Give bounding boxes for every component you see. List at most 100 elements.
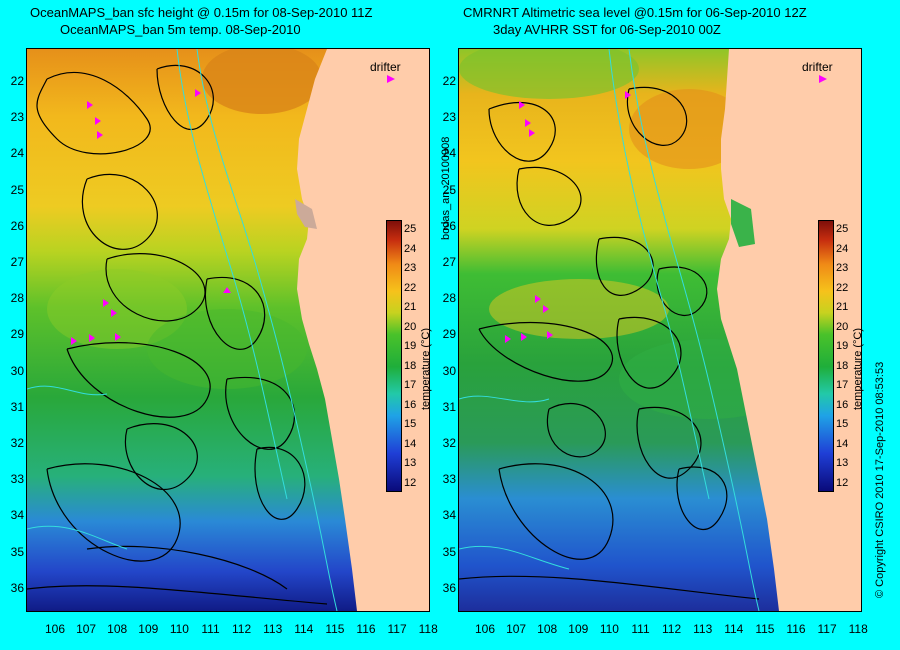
lat-tick-label: 25 (442, 182, 456, 197)
lat-tick-label: 23 (442, 110, 456, 125)
lon-tick-label: 111 (631, 622, 650, 636)
colorbar-tick-label: 22 (404, 281, 417, 294)
drifter-label-left: drifter (370, 60, 401, 74)
lat-tick-label: 29 (10, 327, 24, 342)
colorbar-left (386, 220, 402, 492)
lon-tick-label: 108 (537, 622, 558, 636)
lat-tick-label: 27 (442, 255, 456, 269)
lat-tick-label: 24 (10, 146, 24, 161)
colorbar-tick-label: 20 (404, 320, 417, 333)
lon-tick-label: 117 (817, 622, 837, 636)
colorbar-tick-label: 13 (836, 457, 849, 470)
lat-tick-label: 36 (10, 580, 24, 595)
colorbar-right (818, 220, 834, 492)
lon-tick-label: 107 (76, 622, 97, 636)
lat-tick-label: 24 (442, 146, 456, 161)
colorbar-tick-label: 19 (836, 340, 849, 353)
drifter-label-right: drifter (802, 60, 833, 74)
colorbar-tick-label: 12 (404, 477, 417, 489)
lon-tick-label: 118 (418, 622, 438, 636)
colorbar-tick-label: 18 (836, 359, 849, 372)
colorbar-tick-label: 20 (836, 320, 849, 333)
lat-tick-label: 22 (10, 74, 24, 88)
colorbar-tick-label: 14 (404, 437, 417, 450)
colorbar-title-left: temperature (°C) (420, 327, 432, 410)
right-title-line1: CMRNRT Altimetric sea level @0.15m for 0… (463, 5, 807, 20)
lon-tick-label: 108 (107, 622, 128, 636)
colorbar-tick-label: 17 (836, 379, 849, 392)
colorbar-tick-label: 19 (404, 340, 417, 353)
lat-tick-label: 23 (10, 110, 24, 125)
lon-tick-label: 116 (786, 622, 806, 636)
left-map-svg (27, 49, 429, 611)
lat-tick-label: 30 (10, 363, 24, 378)
lat-tick-label: 27 (10, 255, 24, 269)
lat-tick-label: 28 (10, 291, 24, 306)
lat-tick-label: 35 (442, 544, 456, 559)
lon-tick-label: 112 (232, 622, 252, 636)
colorbar-tick-label: 17 (404, 379, 417, 392)
lon-tick-label: 114 (294, 622, 314, 636)
colorbar-tick-label: 23 (404, 262, 417, 275)
colorbar-tick-label: 21 (404, 301, 417, 314)
lat-tick-label: 34 (442, 508, 456, 523)
lon-tick-label: 113 (263, 622, 283, 636)
colorbar-tick-label: 25 (404, 223, 417, 235)
left-title-line1: OceanMAPS_ban sfc height @ 0.15m for 08-… (30, 5, 373, 20)
lon-tick-label: 107 (506, 622, 527, 636)
lat-tick-label: 30 (442, 363, 456, 378)
colorbar-tick-label: 18 (404, 359, 417, 372)
lat-tick-label: 29 (442, 327, 456, 342)
drifter-legend-marker-right (819, 75, 827, 83)
lon-tick-label: 117 (387, 622, 407, 636)
lon-tick-label: 118 (848, 622, 868, 636)
lat-tick-label: 26 (10, 218, 24, 233)
lat-tick-label: 35 (10, 544, 24, 559)
lon-tick-label: 113 (693, 622, 713, 636)
colorbar-tick-label: 15 (404, 418, 417, 431)
lat-tick-label: 33 (442, 472, 456, 487)
colorbar-tick-label: 24 (836, 242, 849, 255)
side-label: bodas_an_20100908 (440, 136, 452, 240)
lon-tick-label: 106 (44, 622, 66, 636)
lat-tick-label: 32 (10, 436, 24, 450)
colorbar-tick-label: 16 (836, 398, 849, 411)
lon-tick-label: 116 (356, 622, 376, 636)
colorbar-tick-label: 22 (836, 281, 849, 294)
colorbar-tick-label: 13 (404, 457, 417, 470)
drifter-legend-marker-left (387, 75, 395, 83)
lon-tick-label: 111 (201, 622, 220, 636)
lon-tick-label: 115 (755, 622, 775, 636)
colorbar-tick-label: 25 (836, 223, 849, 235)
right-map-panel (458, 48, 862, 612)
lat-tick-label: 22 (442, 74, 456, 88)
lat-tick-label: 28 (442, 291, 456, 306)
lat-tick-label: 31 (10, 399, 24, 414)
colorbar-tick-label: 15 (836, 418, 849, 431)
lat-tick-label: 34 (10, 508, 24, 523)
lon-tick-label: 115 (325, 622, 345, 636)
colorbar-tick-label: 12 (836, 477, 849, 489)
lon-tick-label: 110 (169, 622, 189, 636)
lat-tick-label: 32 (442, 436, 456, 450)
lat-tick-label: 33 (10, 472, 24, 487)
lat-tick-label: 26 (442, 218, 456, 233)
colorbar-tick-label: 24 (404, 242, 417, 255)
colorbar-tick-label: 21 (836, 301, 849, 314)
lon-tick-label: 110 (599, 622, 619, 636)
right-map-svg (459, 49, 861, 611)
left-map-panel (26, 48, 430, 612)
colorbar-tick-label: 14 (836, 437, 849, 450)
left-title-line2: OceanMAPS_ban 5m temp. 08-Sep-2010 (60, 22, 301, 37)
lon-tick-label: 106 (474, 622, 496, 636)
copyright-label: © Copyright CSIRO 2010 17-Sep-2010 08:53… (874, 361, 886, 598)
colorbar-tick-label: 23 (836, 262, 849, 275)
colorbar-title-right: temperature (°C) (852, 327, 864, 410)
lon-tick-label: 114 (724, 622, 744, 636)
lat-tick-label: 36 (442, 580, 456, 595)
lat-tick-label: 25 (10, 182, 24, 197)
lat-tick-label: 31 (442, 399, 456, 414)
colorbar-tick-label: 16 (404, 398, 417, 411)
lon-tick-label: 109 (138, 622, 159, 636)
right-title-line2: 3day AVHRR SST for 06-Sep-2010 00Z (493, 22, 721, 37)
